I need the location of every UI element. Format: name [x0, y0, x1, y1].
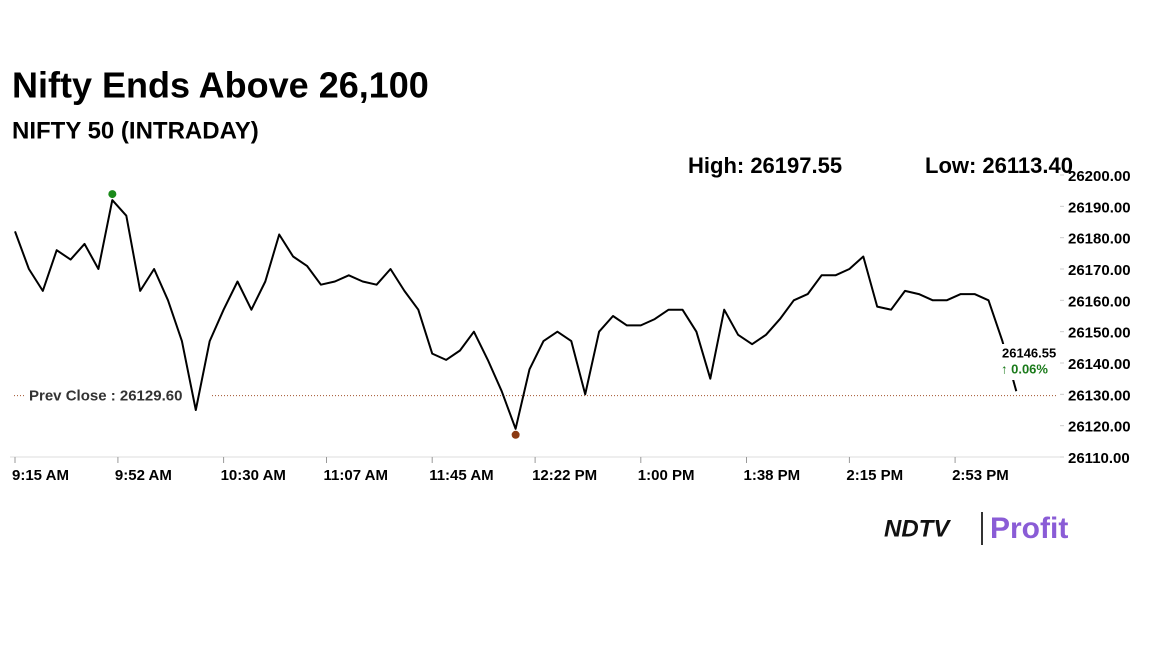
y-tick-label: 26130.00 [1068, 387, 1131, 404]
low-label: Low: 26113.40 [925, 153, 1073, 178]
y-tick-label: 26200.00 [1068, 168, 1131, 185]
last-label-bg [998, 344, 1060, 380]
prev-close-bg [26, 385, 212, 406]
x-tick-label: 1:00 PM [638, 467, 695, 484]
x-tick-label: 12:22 PM [532, 467, 597, 484]
y-tick-label: 26170.00 [1068, 262, 1131, 279]
logo-profit: Profit [990, 512, 1068, 545]
y-tick-label: 26140.00 [1068, 356, 1131, 373]
y-tick-label: 26110.00 [1068, 450, 1130, 467]
prev-close-label: Prev Close : 26129.60 [29, 388, 182, 405]
x-tick-label: 2:15 PM [846, 467, 903, 484]
high-marker [108, 190, 117, 199]
price-line [14, 199, 1018, 430]
x-tick-label: 9:52 AM [115, 467, 172, 484]
x-tick-label: 1:38 PM [743, 467, 800, 484]
x-tick-label: 11:07 AM [324, 467, 388, 484]
x-tick-label: 9:15 AM [12, 467, 69, 484]
y-tick-label: 26190.00 [1068, 199, 1131, 216]
y-tick-label: 26180.00 [1068, 231, 1131, 248]
y-tick-label: 26160.00 [1068, 293, 1131, 310]
logo-ndtv: NDTV [884, 515, 951, 542]
last-value-label: 26146.55 [1002, 345, 1056, 360]
y-tick-label: 26120.00 [1068, 419, 1131, 436]
change-label: ↑ 0.06% [1001, 361, 1048, 376]
low-marker [511, 430, 520, 439]
x-tick-label: 11:45 AM [429, 467, 493, 484]
high-label: High: 26197.55 [688, 153, 842, 178]
chart-title: Nifty Ends Above 26,100 [12, 65, 429, 106]
x-tick-label: 2:53 PM [952, 467, 1009, 484]
chart-subtitle: NIFTY 50 (INTRADAY) [12, 117, 259, 144]
y-tick-label: 26150.00 [1068, 325, 1131, 342]
x-tick-label: 10:30 AM [221, 467, 286, 484]
